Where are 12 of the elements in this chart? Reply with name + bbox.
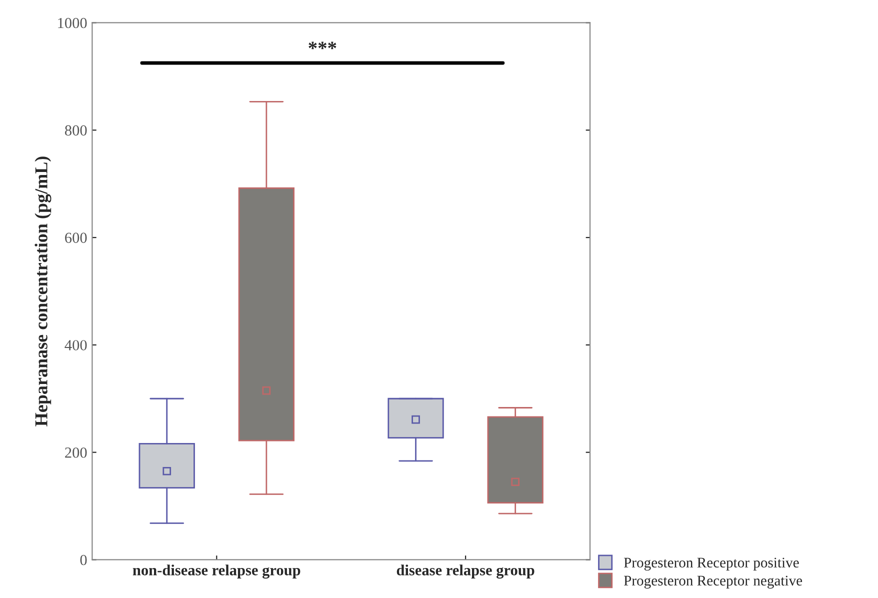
legend-label: Progesteron Receptor negative [624, 576, 802, 589]
legend-label: Progesteron Receptor positive [624, 558, 799, 571]
x-tick-label: non-disease relapse group [132, 564, 300, 579]
y-tick-label: 200 [65, 447, 87, 458]
x-tick-label: disease relapse group [396, 564, 534, 579]
y-axis-title: Heparanase concentration (pg/mL) [34, 156, 52, 426]
annotation: *** [308, 42, 336, 50]
y-tick-label: 1000 [58, 18, 87, 28]
y-tick-label: 0 [80, 554, 87, 566]
y-tick-label: 400 [64, 340, 87, 350]
y-tick-label: 600 [65, 232, 87, 243]
y-tick-label: 800 [64, 125, 87, 136]
